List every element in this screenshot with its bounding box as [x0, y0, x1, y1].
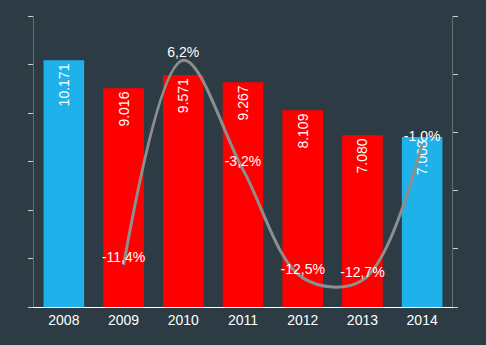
svg-text:9.016: 9.016	[116, 91, 132, 126]
svg-text:2010: 2010	[168, 312, 199, 328]
svg-text:2011: 2011	[228, 312, 258, 328]
svg-text:2013: 2013	[347, 312, 378, 328]
svg-text:-12,5%: -12,5%	[281, 261, 325, 277]
svg-text:-1,0%: -1,0%	[404, 128, 441, 144]
svg-text:-3,2%: -3,2%	[225, 153, 262, 169]
svg-text:7.008: 7.008	[414, 140, 430, 175]
svg-text:6,2%: 6,2%	[167, 44, 199, 60]
svg-text:9.571: 9.571	[175, 78, 191, 113]
svg-text:8.109: 8.109	[295, 113, 311, 148]
svg-text:10.171: 10.171	[56, 63, 72, 106]
svg-text:2009: 2009	[108, 312, 139, 328]
svg-text:7.080: 7.080	[354, 138, 370, 173]
svg-text:2014: 2014	[407, 312, 438, 328]
svg-text:9.267: 9.267	[235, 85, 251, 120]
svg-text:2012: 2012	[287, 312, 318, 328]
svg-text:-11,4%: -11,4%	[102, 249, 145, 265]
svg-text:2008: 2008	[48, 312, 79, 328]
svg-text:-12,7%: -12,7%	[340, 264, 384, 280]
